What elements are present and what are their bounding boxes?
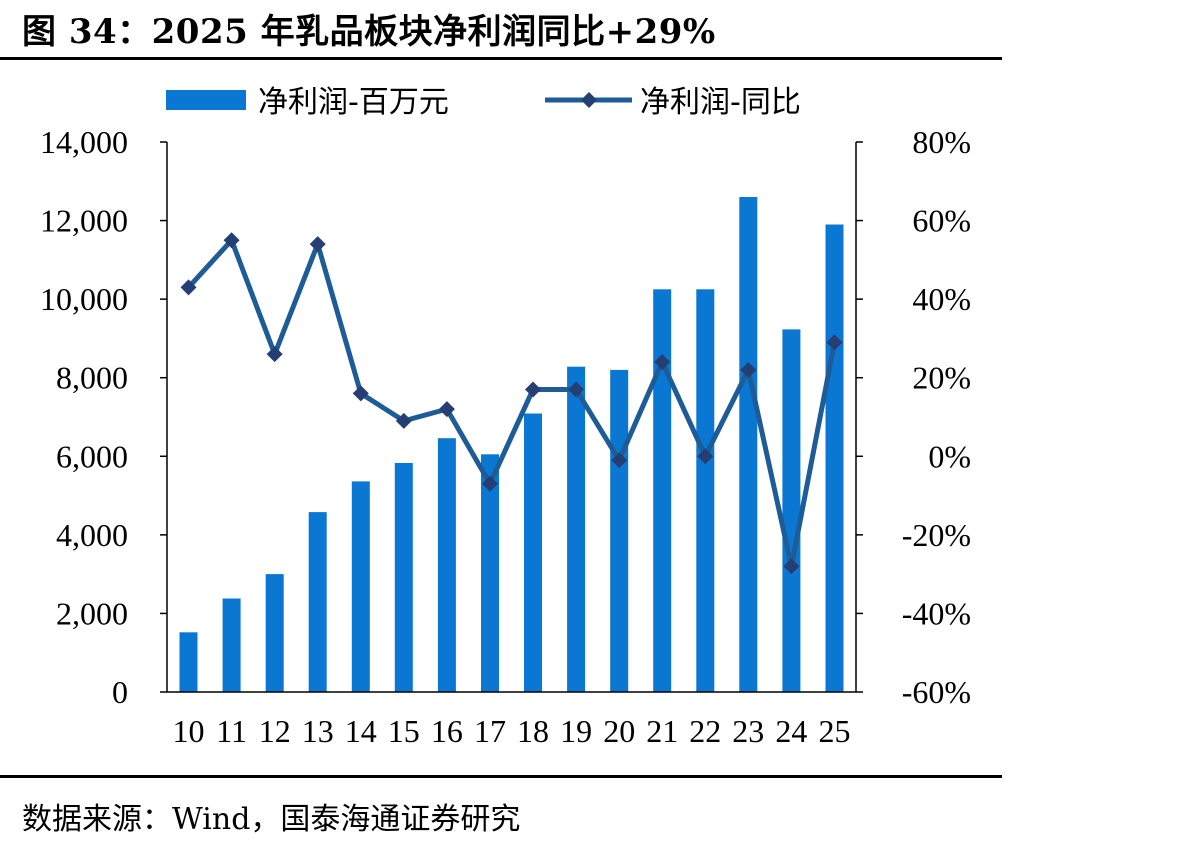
bar-15 xyxy=(394,463,413,692)
yoy-point-23 xyxy=(740,361,757,378)
x-tick-label: 15 xyxy=(388,713,420,749)
x-tick-label: 24 xyxy=(775,713,807,749)
bar-12 xyxy=(265,574,284,692)
x-tick-label: 10 xyxy=(173,713,205,749)
source-divider xyxy=(0,775,1002,778)
yoy-point-17 xyxy=(481,475,498,492)
right-tick-label: 60% xyxy=(912,203,971,239)
yoy-point-11 xyxy=(223,232,240,249)
x-tick-label: 23 xyxy=(732,713,764,749)
chart: 0 2,000 4,000 6,000 8,000 10,000 12,000 14,000 -… xyxy=(40,85,971,749)
yoy-point-21 xyxy=(654,354,671,370)
chart-title: 图 34：2025 年乳品板块净利润同比+29% xyxy=(22,12,716,52)
yoy-point-19 xyxy=(568,381,585,398)
x-tick-label: 21 xyxy=(646,713,678,749)
legend-bar-label: 净利润-百万元 xyxy=(258,85,449,120)
left-tick-label: 4,000 xyxy=(56,517,128,553)
bar-10 xyxy=(179,632,198,692)
bar-11 xyxy=(222,598,241,692)
title-divider xyxy=(0,57,1002,60)
x-tick-label: 20 xyxy=(603,713,635,749)
yoy-point-22 xyxy=(697,448,714,465)
right-tick-label: -20% xyxy=(902,517,971,553)
left-tick-label: 2,000 xyxy=(56,595,128,631)
bar-13 xyxy=(308,512,327,692)
bar-17 xyxy=(481,454,499,692)
x-tick-label: 17 xyxy=(474,713,506,749)
legend-bar-swatch xyxy=(166,90,246,110)
yoy-point-12 xyxy=(266,346,283,363)
yoy-point-15 xyxy=(395,412,412,429)
yoy-point-13 xyxy=(309,236,326,253)
x-tick-label: 18 xyxy=(517,713,549,749)
left-tick-label: 14,000 xyxy=(40,124,128,160)
left-tick-label: 12,000 xyxy=(40,203,128,239)
left-tick-label: 6,000 xyxy=(56,438,128,474)
left-tick-label: 0 xyxy=(112,674,128,710)
yoy-point-10 xyxy=(180,279,197,296)
x-tick-label: 13 xyxy=(302,713,334,749)
yoy-point-25 xyxy=(826,334,843,351)
right-tick-label: 20% xyxy=(912,360,971,396)
x-tick-label: 16 xyxy=(431,713,463,749)
yoy-line xyxy=(186,237,837,569)
bar-21 xyxy=(653,289,672,692)
right-tick-label: 40% xyxy=(912,281,971,317)
x-tick-label: 19 xyxy=(560,713,592,749)
bar-22 xyxy=(696,289,715,692)
x-tick-label: 14 xyxy=(345,713,377,749)
yoy-point-18 xyxy=(525,381,542,398)
left-tick-label: 8,000 xyxy=(56,360,128,396)
legend-line-label: 净利润-同比 xyxy=(640,85,801,120)
bar-23 xyxy=(739,197,758,692)
x-tick-label: 11 xyxy=(216,713,247,749)
bar-24 xyxy=(782,329,801,692)
bar-19 xyxy=(567,366,586,692)
bar-20 xyxy=(610,369,629,692)
x-tick-label: 22 xyxy=(689,713,721,749)
bar-25 xyxy=(825,224,844,692)
bar-16 xyxy=(437,438,456,692)
right-tick-label: 80% xyxy=(912,124,971,160)
x-tick-label: 12 xyxy=(259,713,291,749)
x-tick-label: 25 xyxy=(819,713,851,749)
yoy-point-20 xyxy=(611,452,628,469)
bar-18 xyxy=(524,413,542,692)
left-tick-label: 10,000 xyxy=(40,281,128,317)
legend-line-marker xyxy=(581,92,597,108)
right-tick-label: -60% xyxy=(902,674,971,710)
bar-14 xyxy=(351,481,370,692)
right-tick-label: 0% xyxy=(928,438,971,474)
source-note: 数据来源：Wind，国泰海通证券研究 xyxy=(22,802,521,837)
yoy-point-24 xyxy=(783,558,800,575)
yoy-point-14 xyxy=(352,385,369,402)
yoy-point-16 xyxy=(438,401,455,418)
right-tick-label: -40% xyxy=(902,595,971,631)
